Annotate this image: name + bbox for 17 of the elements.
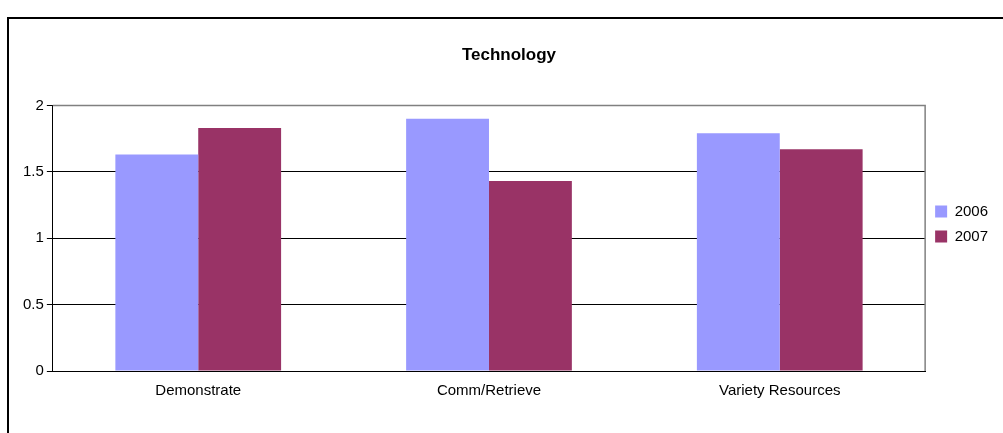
bar	[115, 154, 199, 371]
chart-title: Technology	[461, 44, 557, 64]
y-tick-label: 0.5	[22, 294, 44, 312]
y-tick-label: 1	[35, 228, 44, 246]
y-tick-label: 1.5	[22, 161, 44, 179]
x-tick-label: Demonstrate	[155, 381, 242, 399]
bar	[488, 181, 572, 371]
y-tick-label: 2	[35, 95, 44, 113]
legend-label: 2007	[954, 226, 989, 244]
y-tick-label: 0	[35, 361, 44, 379]
legend-label: 2006	[954, 201, 989, 219]
bar	[779, 149, 863, 371]
x-tick-label: Variety Resources	[719, 381, 841, 399]
x-tick-label: Comm/Retrieve	[436, 381, 542, 399]
bar	[406, 118, 489, 371]
bar	[696, 133, 780, 371]
bar	[198, 127, 282, 371]
